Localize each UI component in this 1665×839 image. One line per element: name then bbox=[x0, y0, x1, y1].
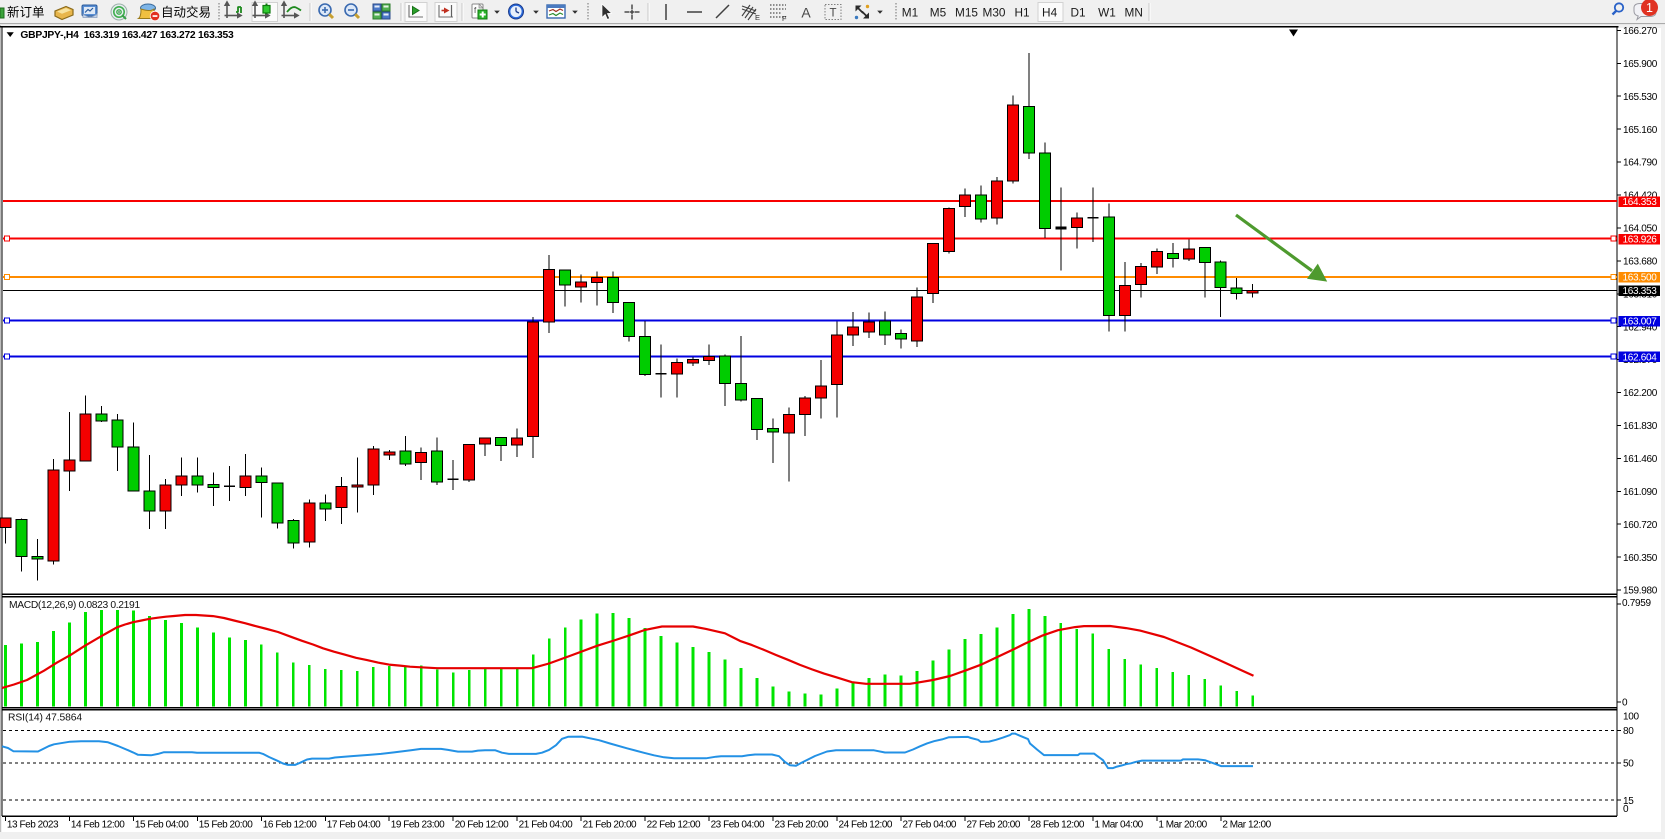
svg-text:16 Feb 12:00: 16 Feb 12:00 bbox=[263, 820, 317, 831]
svg-text:M1: M1 bbox=[902, 5, 918, 19]
svg-text:166.270: 166.270 bbox=[1623, 26, 1658, 37]
svg-text:15 Feb 20:00: 15 Feb 20:00 bbox=[199, 820, 253, 831]
svg-text:T: T bbox=[829, 8, 836, 20]
svg-text:21 Feb 04:00: 21 Feb 04:00 bbox=[519, 820, 573, 831]
svg-text:E: E bbox=[755, 13, 760, 22]
svg-text:F: F bbox=[782, 14, 787, 23]
svg-text:161.460: 161.460 bbox=[1623, 454, 1658, 465]
svg-text:162.200: 162.200 bbox=[1623, 388, 1658, 399]
svg-text:50: 50 bbox=[1623, 759, 1634, 770]
svg-text:f: f bbox=[474, 6, 477, 15]
svg-text:160.720: 160.720 bbox=[1623, 520, 1658, 531]
svg-text:161.090: 161.090 bbox=[1623, 487, 1658, 498]
svg-text:0: 0 bbox=[1622, 697, 1628, 708]
svg-text:163.353: 163.353 bbox=[1623, 286, 1658, 297]
svg-text:28 Feb 12:00: 28 Feb 12:00 bbox=[1030, 820, 1084, 831]
svg-text:163.680: 163.680 bbox=[1623, 257, 1658, 268]
svg-text:23 Feb 04:00: 23 Feb 04:00 bbox=[711, 820, 765, 831]
svg-text:163.007: 163.007 bbox=[1623, 317, 1658, 328]
svg-text:164.790: 164.790 bbox=[1623, 158, 1658, 169]
svg-text:23 Feb 20:00: 23 Feb 20:00 bbox=[775, 820, 829, 831]
svg-text:160.350: 160.350 bbox=[1623, 553, 1658, 564]
svg-text:H1: H1 bbox=[1014, 5, 1029, 19]
svg-text:H4: H4 bbox=[1042, 5, 1058, 19]
svg-text:M30: M30 bbox=[983, 5, 1006, 19]
svg-text:RSI(14) 47.5864: RSI(14) 47.5864 bbox=[8, 712, 82, 723]
svg-text:新订单: 新订单 bbox=[7, 5, 45, 20]
svg-text:100: 100 bbox=[1623, 712, 1640, 723]
svg-text:17 Feb 04:00: 17 Feb 04:00 bbox=[327, 820, 381, 831]
svg-text:20 Feb 12:00: 20 Feb 12:00 bbox=[455, 820, 509, 831]
svg-text:159.980: 159.980 bbox=[1623, 586, 1658, 597]
svg-text:D1: D1 bbox=[1070, 5, 1085, 19]
svg-text:A: A bbox=[801, 5, 811, 21]
svg-text:27 Feb 04:00: 27 Feb 04:00 bbox=[902, 820, 956, 831]
svg-text:15 Feb 04:00: 15 Feb 04:00 bbox=[135, 820, 189, 831]
svg-text:1 Mar 04:00: 1 Mar 04:00 bbox=[1094, 820, 1143, 831]
svg-text:165.900: 165.900 bbox=[1623, 59, 1658, 70]
svg-text:161.830: 161.830 bbox=[1623, 421, 1658, 432]
svg-text:24 Feb 12:00: 24 Feb 12:00 bbox=[839, 820, 893, 831]
svg-text:164.353: 164.353 bbox=[1623, 197, 1658, 208]
svg-text:19 Feb 23:00: 19 Feb 23:00 bbox=[391, 820, 445, 831]
svg-text:0.7959: 0.7959 bbox=[1622, 598, 1652, 609]
svg-text:163.500: 163.500 bbox=[1623, 273, 1658, 284]
svg-text:M15: M15 bbox=[955, 5, 978, 19]
svg-text:W1: W1 bbox=[1098, 5, 1116, 19]
svg-text:M5: M5 bbox=[930, 5, 947, 19]
svg-text:80: 80 bbox=[1623, 726, 1634, 737]
svg-text:GBPJPY-,H4 163.319 163.427 16: GBPJPY-,H4 163.319 163.427 163.272 163.3… bbox=[20, 30, 234, 41]
svg-text:165.160: 165.160 bbox=[1623, 125, 1658, 136]
svg-text:2 Mar 12:00: 2 Mar 12:00 bbox=[1222, 820, 1271, 831]
svg-text:162.604: 162.604 bbox=[1623, 352, 1658, 363]
svg-text:自动交易: 自动交易 bbox=[161, 5, 211, 20]
svg-text:14 Feb 12:00: 14 Feb 12:00 bbox=[71, 820, 125, 831]
svg-text:21 Feb 20:00: 21 Feb 20:00 bbox=[583, 820, 637, 831]
svg-text:1: 1 bbox=[1646, 1, 1653, 15]
svg-text:1 Mar 20:00: 1 Mar 20:00 bbox=[1158, 820, 1207, 831]
svg-text:15: 15 bbox=[1623, 796, 1634, 807]
svg-text:165.530: 165.530 bbox=[1623, 92, 1658, 103]
svg-text:22 Feb 12:00: 22 Feb 12:00 bbox=[647, 820, 701, 831]
svg-text:164.420: 164.420 bbox=[1623, 191, 1658, 202]
svg-text:MACD(12,26,9) 0.0823 0.2191: MACD(12,26,9) 0.0823 0.2191 bbox=[9, 600, 140, 611]
svg-text:13 Feb 2023: 13 Feb 2023 bbox=[7, 820, 59, 831]
svg-text:163.926: 163.926 bbox=[1623, 235, 1658, 246]
svg-text:164.050: 164.050 bbox=[1623, 224, 1658, 235]
svg-text:MN: MN bbox=[1125, 5, 1143, 19]
svg-text:0: 0 bbox=[1623, 804, 1629, 815]
svg-text:27 Feb 20:00: 27 Feb 20:00 bbox=[966, 820, 1020, 831]
svg-text:162.940: 162.940 bbox=[1623, 322, 1658, 333]
